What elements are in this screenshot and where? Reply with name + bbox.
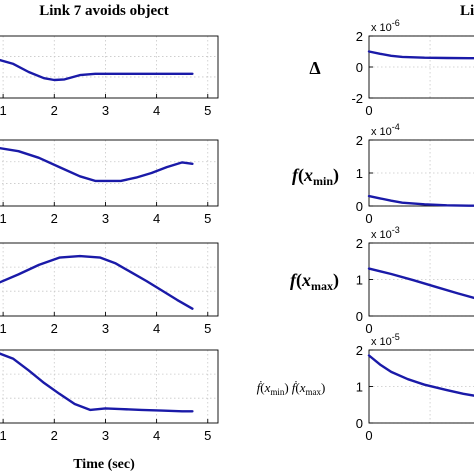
left-1-panel: 1 2 3 4 5 (0, 35, 219, 118)
left-2-tick-label-x: 2 (51, 211, 58, 226)
left-2-tick-label-x: 4 (153, 211, 160, 226)
right-4-tick-label-x: 0 (365, 428, 372, 443)
ylabel-f-xmin: f(xmin) (292, 165, 339, 188)
right-2-tick-label-y: 0 (356, 199, 363, 214)
right-3-tick-label-y: 0 (356, 309, 363, 324)
right-2-tick-label-x: 0 (365, 211, 372, 226)
right-1-series-line (367, 50, 474, 60)
right-3-panel: 2 1 00 x 10-3 (356, 225, 474, 336)
ylabel-f-xmax: f(xmax) (290, 270, 339, 293)
right-3-tick-label-y: 2 (356, 236, 363, 251)
left-2-tick-label-x: 5 (204, 211, 211, 226)
right-1-tick-label-x: 0 (365, 103, 372, 118)
svg-text:ḟ(xmin)ḟ(xmax): ḟ(xmin) ḟ(xmax) (257, 380, 326, 397)
left-4-tick-label-x: 4 (153, 428, 160, 443)
right-1-panel: 20-20x 10-6 (351, 18, 474, 118)
left-3-tick-label-x: 3 (102, 321, 109, 336)
right-3-tick-label-x: 0 (365, 321, 372, 336)
right-4-tick-label-y: 2 (356, 343, 363, 358)
right-4-panel: 2 1 00 x 10-5 (356, 332, 474, 443)
left-title: Link 7 avoids object (39, 3, 169, 19)
right-3-tick-label-y: 1 (356, 273, 363, 288)
right-title: Link (460, 3, 474, 19)
right-2-series-line (367, 194, 474, 207)
left-2-tick-label-x: 1 (0, 211, 7, 226)
right-2-panel: 2 1 00 x 10-4 (356, 122, 474, 226)
svg-text:f(xmin): f(xmin) (292, 165, 339, 188)
left-1-series-line (0, 58, 194, 82)
left-4-tick-label-x: 2 (51, 428, 58, 443)
svg-text:f(xmax): f(xmax) (290, 270, 339, 293)
left-2-frame (0, 139, 219, 207)
left-4-tick-label-x: 3 (102, 428, 109, 443)
right-1-tick-label-y: -2 (351, 91, 363, 106)
left-3-tick-label-x: 2 (51, 321, 58, 336)
right-2-frame (368, 139, 474, 207)
right-4-tick-label-y: 0 (356, 416, 363, 431)
right-3-exponent-label: x 10-3 (371, 225, 400, 241)
right-1-tick-label-y: 2 (356, 29, 363, 44)
left-2-tick-label-x: 3 (102, 211, 109, 226)
right-1-frame (368, 35, 474, 99)
ylabel-fdot-product: ḟ(xmin) ḟ(xmax) (257, 380, 326, 397)
right-1-exponent-label: x 10-6 (371, 18, 400, 34)
right-2-exponent-label: x 10-4 (371, 122, 400, 138)
left-1-tick-label-x: 3 (102, 103, 109, 118)
left-4-series-line (0, 352, 194, 413)
x-axis-label: Time (sec) (73, 457, 135, 472)
left-2-series-line (0, 147, 194, 183)
right-4-exponent-label: x 10-5 (371, 332, 400, 348)
left-3-series-line (0, 254, 194, 310)
left-3-tick-label-x: 5 (204, 321, 211, 336)
left-4-tick-label-x: 1 (0, 428, 7, 443)
right-2-tick-label-y: 2 (356, 133, 363, 148)
right-2-tick-label-y: 1 (356, 166, 363, 181)
left-2-panel: 1 2 3 4 5 (0, 139, 219, 226)
left-4-frame (0, 349, 219, 424)
left-1-tick-label-x: 5 (204, 103, 211, 118)
left-3-frame (0, 242, 219, 317)
left-1-tick-label-x: 1 (0, 103, 7, 118)
right-3-series-line (367, 267, 474, 300)
left-4-tick-label-x: 5 (204, 428, 211, 443)
left-3-tick-label-x: 4 (153, 321, 160, 336)
left-1-tick-label-x: 2 (51, 103, 58, 118)
ylabel-delta: Δ (309, 58, 320, 78)
right-3-frame (368, 242, 474, 317)
right-4-tick-label-y: 1 (356, 380, 363, 395)
left-3-tick-label-x: 1 (0, 321, 7, 336)
left-1-frame (0, 35, 219, 99)
left-3-panel: 1 2 3 4 5 (0, 242, 219, 336)
left-4-panel: 1 2 3 4 5 (0, 349, 219, 443)
right-1-tick-label-y: 0 (356, 60, 363, 75)
right-4-frame (368, 349, 474, 424)
left-1-tick-label-x: 4 (153, 103, 160, 118)
right-4-series-line (367, 354, 474, 397)
